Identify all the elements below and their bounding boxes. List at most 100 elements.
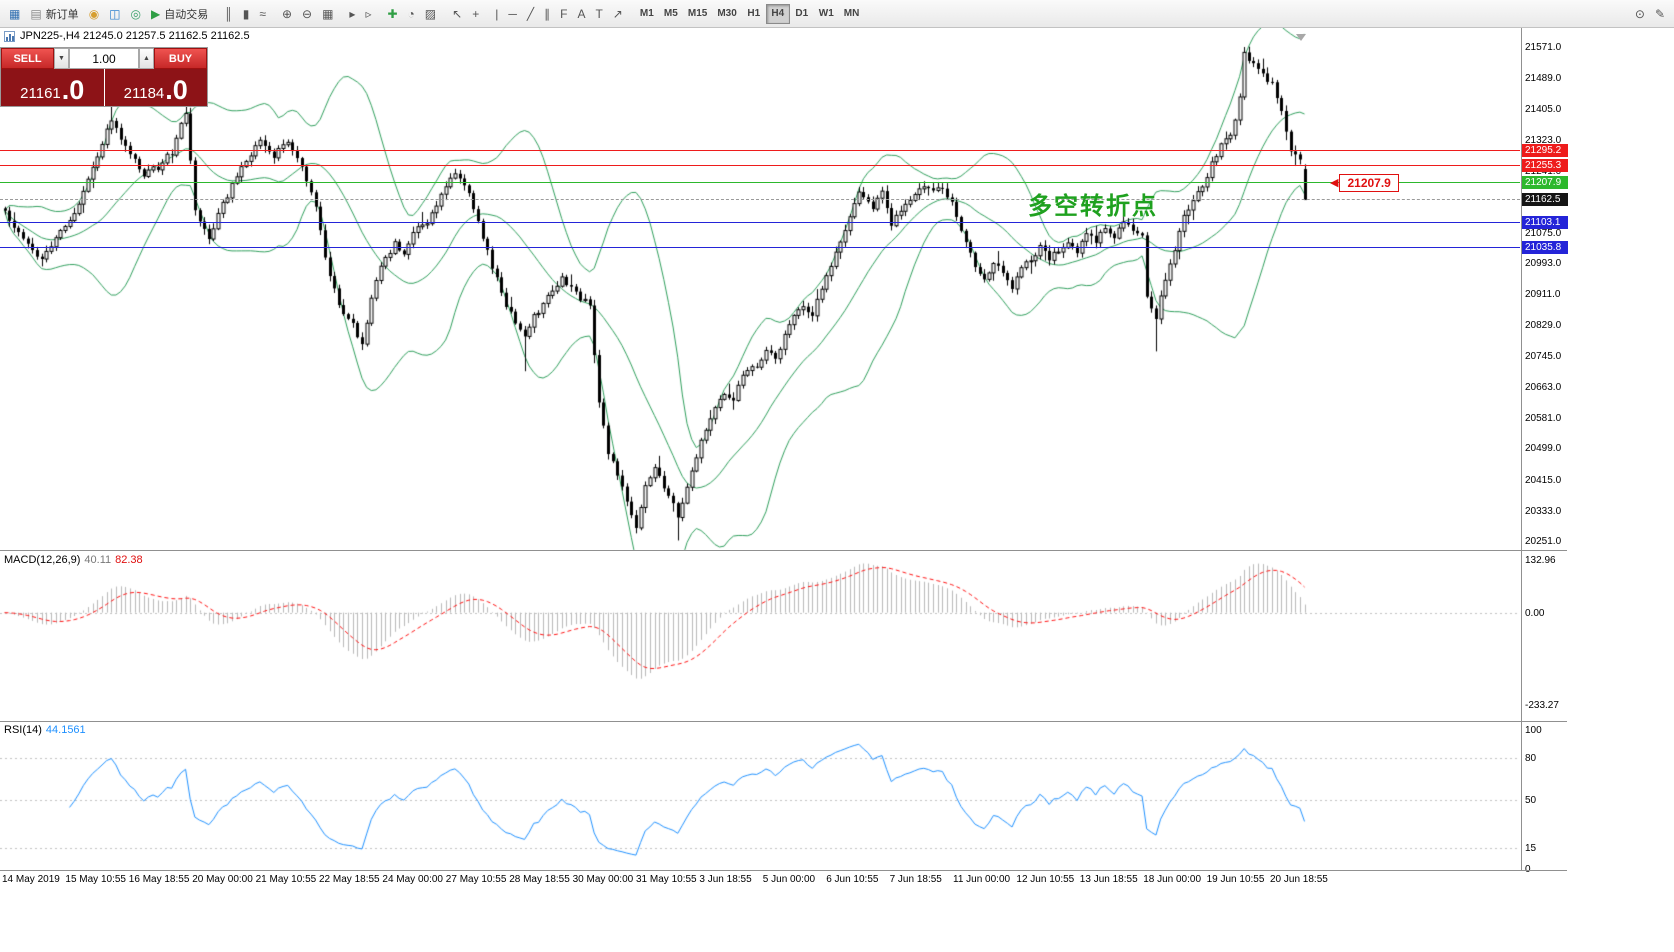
periods-icon: ◔ (407, 6, 415, 21)
cursor-icon: ↖ (452, 6, 463, 21)
price-chart-canvas[interactable] (0, 28, 1520, 871)
time-label: 11 Jun 00:00 (953, 874, 1011, 885)
price-tick-label: 20829.0 (1525, 319, 1562, 331)
accounts-button[interactable]: ◫ (104, 3, 125, 25)
time-axis[interactable]: 14 May 2019 15 May 10:55 16 May 18:55 20 Ma… (0, 871, 1674, 888)
crosshair-button[interactable]: + (467, 3, 484, 25)
line-chart-icon: ≈ (259, 6, 266, 21)
macd-panel-separator[interactable] (0, 550, 1567, 551)
time-label: 22 May 18:55 (319, 874, 380, 885)
horizontal-price-line[interactable] (0, 182, 1520, 184)
horizontal-price-line[interactable] (0, 149, 1520, 151)
horizontal-line-button[interactable]: ─ (503, 3, 522, 25)
timeframe-MN-button[interactable]: MN (839, 4, 865, 24)
timeframe-M1-button[interactable]: M1 (635, 4, 659, 24)
templates-button[interactable]: ▨ (420, 3, 441, 25)
time-label: 31 May 10:55 (636, 874, 697, 885)
candlestick-chart-button[interactable]: ▮ (238, 3, 255, 25)
time-label: 18 Jun 00:00 (1143, 874, 1202, 885)
arrow-objects-button[interactable]: ↗ (608, 3, 628, 25)
line-chart-button[interactable]: ≈ (254, 3, 271, 25)
horizontal-price-line[interactable] (0, 199, 1520, 201)
new-order-button[interactable]: ▤ 新订单 (25, 3, 83, 25)
timeframe-D1-button[interactable]: D1 (790, 4, 814, 24)
cursor-button[interactable]: ↖ (447, 3, 467, 25)
text-button[interactable]: A (572, 3, 590, 25)
time-label: 15 May 10:55 (65, 874, 126, 885)
trendline-button[interactable]: ╱ (522, 3, 539, 25)
rsi-scale-label: 80 (1525, 752, 1537, 764)
sell-price-frac: .0 (61, 75, 85, 106)
price-axis[interactable]: 21571.021489.021405.021323.021241.021159… (1521, 28, 1568, 875)
vertical-line-icon: | (495, 6, 499, 21)
bar-chart-icon: ║ (224, 6, 233, 21)
chart-window[interactable]: JPN225-,H4 21245.0 21257.5 21162.5 21162… (0, 28, 1674, 875)
indicators-button[interactable]: ✚ (382, 3, 402, 25)
periods-button[interactable]: ◔ (403, 3, 420, 25)
edit-button[interactable]: ✎ (1650, 3, 1670, 25)
sell-price[interactable]: 21161 .0 (1, 69, 104, 106)
support-button[interactable]: ◎ (126, 3, 146, 25)
text-icon: A (577, 6, 586, 21)
zoom-in-button[interactable]: ⊕ (277, 3, 297, 25)
price-level-label: 21295.2 (1522, 143, 1568, 157)
price-pointer-label[interactable]: ◀ 21207.9 (1330, 174, 1399, 192)
horizontal-price-line[interactable] (0, 164, 1520, 166)
new-order-icon: ▤ (30, 6, 42, 21)
timeframe-M15-button[interactable]: M15 (683, 4, 712, 24)
buy-button[interactable]: BUY (154, 48, 207, 69)
sell-button[interactable]: SELL (1, 48, 54, 69)
horizontal-price-line[interactable] (0, 246, 1520, 248)
rsi-panel-separator[interactable] (0, 721, 1567, 722)
macd-scale-label: 132.96 (1525, 555, 1556, 566)
volume-decrease-button[interactable]: ▼ (54, 48, 69, 69)
one-click-trading-panel[interactable]: SELL ▼ ▲ BUY 21161 .0 21184 .0 (0, 47, 208, 107)
chart-annotation-text[interactable]: 多空转折点 (1028, 193, 1158, 220)
time-label: 6 Jun 10:55 (826, 874, 879, 885)
timeframe-H1-button[interactable]: H1 (742, 4, 766, 24)
chart-shift-button[interactable]: ▹ (360, 3, 376, 25)
volume-increase-button[interactable]: ▲ (139, 48, 154, 69)
auto-scroll-button[interactable]: ▸ (344, 3, 360, 25)
vertical-line-button[interactable]: | (490, 3, 503, 25)
fibonacci-button[interactable]: F (555, 3, 572, 25)
window-bottom-area (0, 888, 1674, 952)
time-label: 28 May 18:55 (509, 874, 570, 885)
trendline-icon: ╱ (526, 6, 535, 21)
price-level-label: 21162.5 (1522, 193, 1568, 207)
auto-trading-button[interactable]: ▶ 自动交易 (146, 3, 213, 25)
time-label: 13 Jun 18:55 (1079, 874, 1138, 885)
volume-input[interactable] (69, 48, 139, 69)
timeframe-W1-button[interactable]: W1 (814, 4, 839, 24)
new-chart-icon: ▦ (9, 6, 21, 21)
auto-trading-icon: ▶ (151, 6, 161, 21)
timeframe-H4-button[interactable]: H4 (765, 3, 790, 24)
equidistant-channel-button[interactable]: ∥ (539, 3, 555, 25)
rsi-header: RSI(14) 44.1561 (4, 724, 86, 736)
timeframe-M5-button[interactable]: M5 (659, 4, 683, 24)
text-label-button[interactable]: T (590, 3, 607, 25)
edit-icon: ✎ (1654, 6, 1665, 21)
new-order-label: 新订单 (45, 8, 79, 21)
fibonacci-icon: F (560, 6, 568, 21)
accounts-icon: ◫ (109, 6, 121, 21)
price-tick-label: 21489.0 (1525, 72, 1562, 84)
time-label: 20 May 00:00 (192, 874, 253, 885)
tile-windows-button[interactable]: ▦ (317, 3, 338, 25)
main-toolbar: ▦ ▤ 新订单 ◉ ◫ ◎ ▶ 自动交易 ║ ▮ ≈ ⊕ ⊖ ▦ ▸ ▹ ✚ ◔ ▨ ↖ + | ─ ╱ ∥ F A T ↗ M1 M5 M… (0, 0, 1674, 28)
zoom-out-button[interactable]: ⊖ (297, 3, 317, 25)
timeframe-M30-button[interactable]: M30 (712, 4, 741, 24)
search-button[interactable]: ⊙ (1630, 3, 1650, 25)
chart-shift-marker-icon[interactable] (1296, 34, 1306, 41)
deposit-button[interactable]: ◉ (84, 3, 104, 25)
time-label: 3 Jun 18:55 (699, 874, 752, 885)
time-label: 21 May 10:55 (255, 874, 317, 885)
time-label: 24 May 00:00 (382, 874, 443, 885)
time-label: 20 Jun 18:55 (1270, 874, 1328, 885)
horizontal-price-line[interactable] (0, 221, 1520, 223)
buy-price[interactable]: 21184 .0 (104, 69, 207, 106)
new-chart-button[interactable]: ▦ (4, 3, 25, 25)
macd-main-value: 40.11 (84, 554, 112, 566)
bar-chart-button[interactable]: ║ (219, 3, 238, 25)
tile-windows-icon: ▦ (322, 6, 334, 21)
